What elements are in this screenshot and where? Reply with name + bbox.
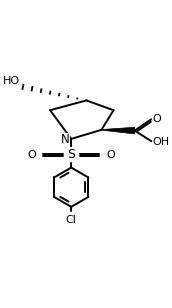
Text: Cl: Cl: [66, 215, 77, 225]
Text: O: O: [153, 114, 162, 124]
Text: S: S: [67, 148, 75, 161]
Polygon shape: [101, 127, 135, 134]
Text: N: N: [61, 133, 70, 146]
Text: O: O: [106, 150, 115, 160]
Text: O: O: [28, 150, 36, 160]
Text: HO: HO: [3, 76, 20, 86]
Text: OH: OH: [153, 137, 170, 147]
